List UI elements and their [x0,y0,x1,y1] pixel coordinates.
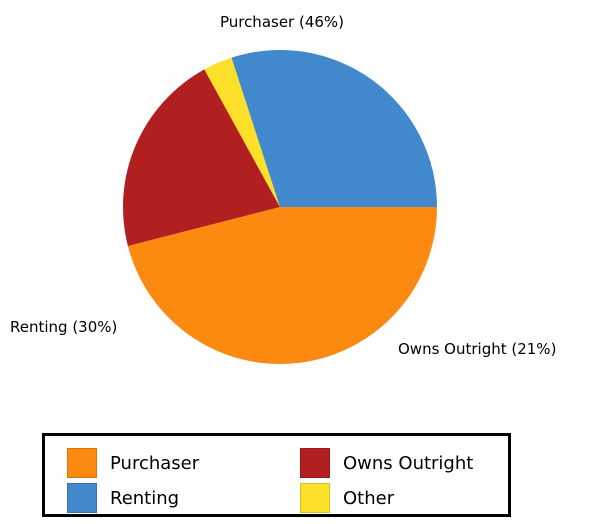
legend-label-owns-outright: Owns Outright [343,452,474,474]
slice-label-purchaser: Purchaser (46%) [220,13,344,31]
legend-item-owns-outright: Owns Outright [300,448,473,478]
pie-slice-renting [231,49,437,207]
slice-label-owns-outright: Owns Outright (21%) [398,340,556,358]
legend-swatch-owns-outright [300,448,330,478]
pie-chart: Purchaser (46%) Owns Outright (21%) Rent… [10,13,556,365]
pie-slices [122,49,438,365]
legend-swatch-other [300,483,330,513]
legend-item-purchaser: Purchaser [67,448,199,478]
legend: Purchaser Renting Owns Outright Other [42,433,511,517]
pie-slice-other [204,57,280,207]
legend-swatch-purchaser [67,448,97,478]
legend-item-renting: Renting [67,483,179,513]
pie-slice-purchaser [127,207,438,365]
slice-label-renting: Renting (30%) [10,318,117,336]
legend-label-other: Other [343,487,395,509]
legend-item-other: Other [300,483,394,513]
pie-slice-owns-outright [122,69,280,247]
legend-swatch-renting [67,483,97,513]
legend-label-renting: Renting [110,487,180,509]
legend-label-purchaser: Purchaser [110,452,200,474]
